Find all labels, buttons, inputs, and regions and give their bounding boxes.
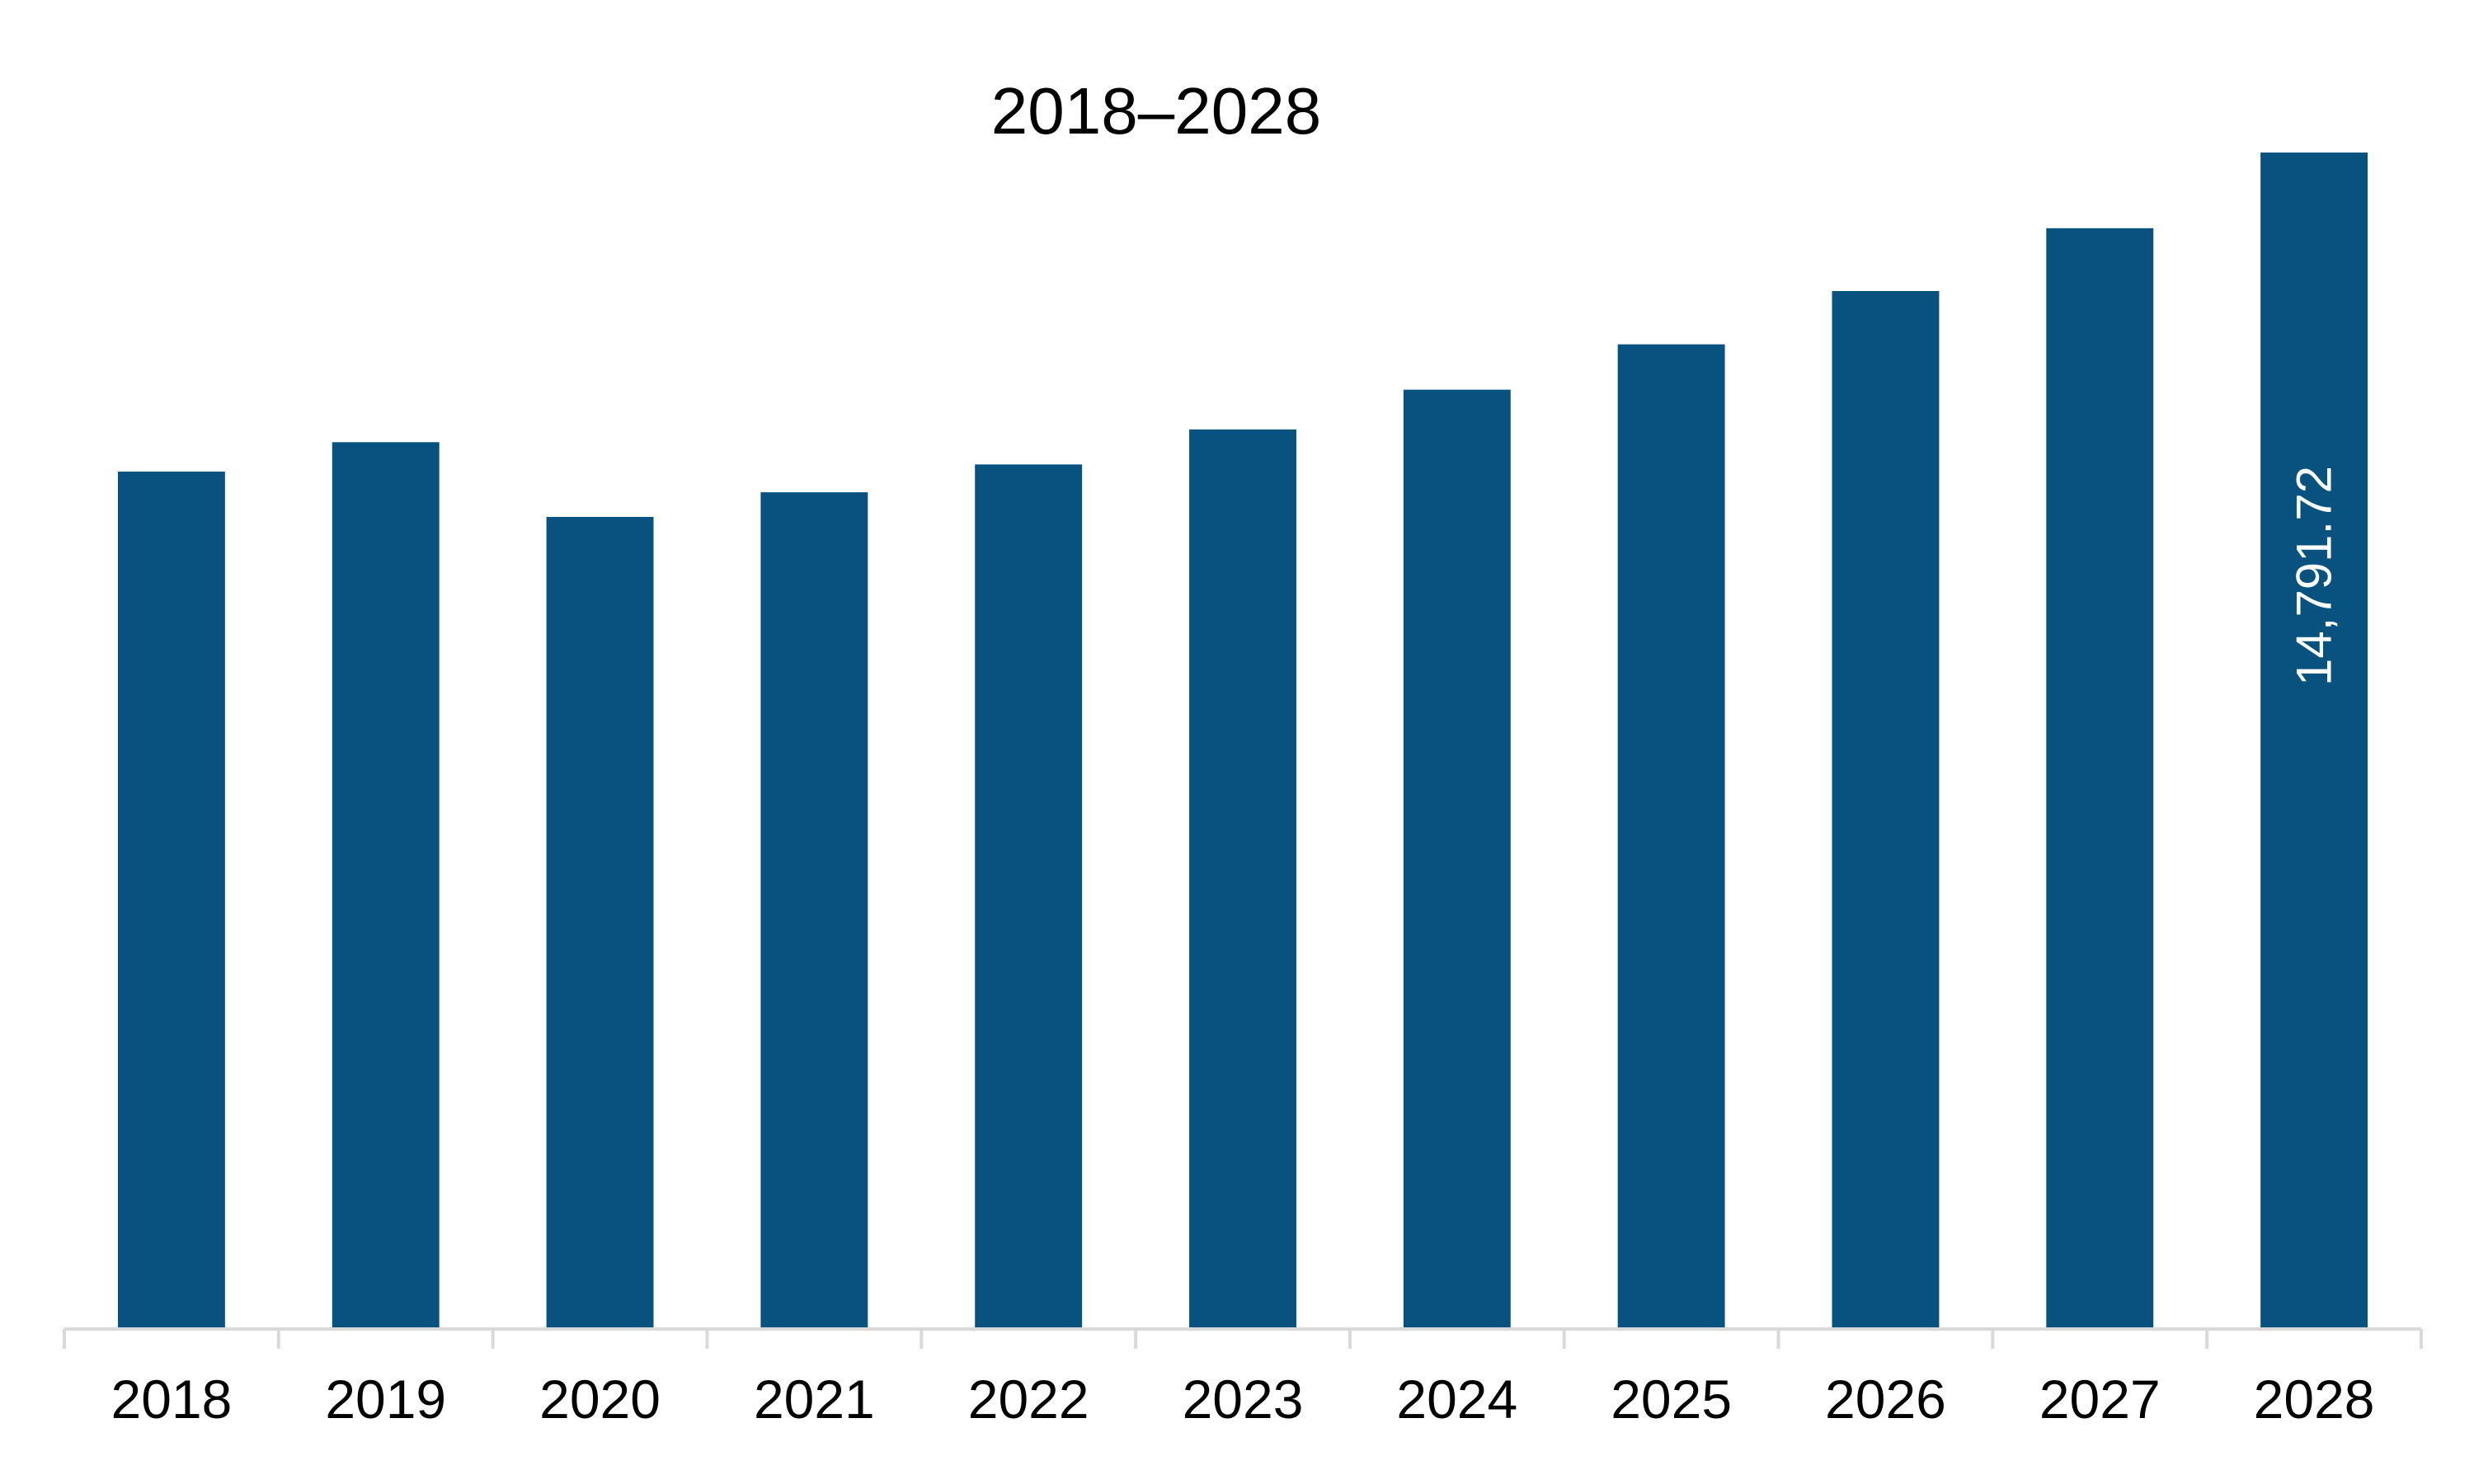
bar-2023 xyxy=(1189,429,1296,1329)
x-tick-label-2028: 2028 xyxy=(2254,1369,2375,1430)
bar-2020 xyxy=(546,517,654,1329)
x-tick-label-2027: 2027 xyxy=(2039,1369,2161,1430)
x-tick-label-2026: 2026 xyxy=(1825,1369,1946,1430)
x-tick-label-2021: 2021 xyxy=(754,1369,875,1430)
x-tick-label-2023: 2023 xyxy=(1183,1369,1304,1430)
x-axis-tick-labels: 2018 2019 2020 2021 2022 2023 2024 2025 2026 2027… xyxy=(111,1369,2374,1430)
data-labels: 14,791.72 xyxy=(2287,466,2342,686)
bar-2021 xyxy=(760,492,868,1329)
x-tick-label-2020: 2020 xyxy=(539,1369,661,1430)
bar-2019 xyxy=(332,442,440,1329)
bar-2028 xyxy=(2260,153,2368,1329)
bar-2027 xyxy=(2046,228,2154,1329)
bars xyxy=(117,153,2368,1330)
bar-2025 xyxy=(1617,344,1725,1330)
x-tick-label-2025: 2025 xyxy=(1611,1369,1732,1430)
x-tick-label-2018: 2018 xyxy=(111,1369,232,1430)
x-axis xyxy=(63,1327,2423,1349)
bar-2018 xyxy=(117,472,225,1329)
bar-2022 xyxy=(975,464,1083,1330)
bar-2026 xyxy=(1832,291,1940,1329)
x-tick-label-2019: 2019 xyxy=(325,1369,446,1430)
x-tick-label-2024: 2024 xyxy=(1396,1369,1517,1430)
chart-title: 2018–2028 xyxy=(991,74,1321,148)
data-label-2028: 14,791.72 xyxy=(2287,466,2342,686)
x-tick-label-2022: 2022 xyxy=(968,1369,1089,1430)
bar-2024 xyxy=(1403,389,1511,1329)
